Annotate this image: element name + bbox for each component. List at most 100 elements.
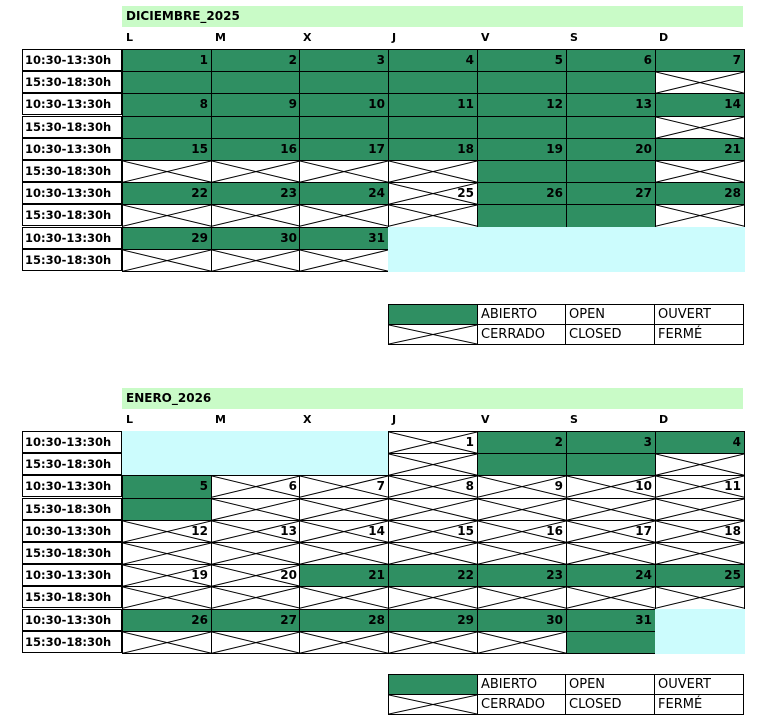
open-cell: 5: [477, 49, 567, 73]
open-cell: 29: [122, 226, 212, 250]
closed-cell: 12: [122, 519, 212, 543]
day-number: 25: [457, 186, 474, 201]
day-number: 21: [724, 141, 741, 156]
day-number: 4: [732, 435, 741, 449]
time-slot-label: 10:30-13:30h: [22, 475, 122, 498]
day-number: 28: [724, 186, 741, 201]
time-slot-label: 10:30-13:30h: [22, 49, 122, 71]
time-slot-label: 15:30-18:30h: [22, 630, 122, 653]
closed-cross-icon: [123, 587, 211, 608]
day-number: 9: [288, 97, 297, 112]
day-number: 6: [643, 53, 652, 67]
open-cell: 23: [477, 564, 567, 588]
closed-cell: [299, 497, 389, 521]
open-cell: [211, 71, 301, 95]
open-cell: [122, 497, 212, 521]
closed-cell: 25: [388, 182, 478, 206]
open-cell: 31: [299, 226, 389, 250]
closed-cell: [566, 542, 656, 566]
weekday-header: D: [659, 413, 669, 426]
open-cell: [477, 71, 567, 95]
empty-cell: [211, 431, 301, 455]
closed-cell: [211, 586, 301, 610]
closed-cross-icon: [300, 205, 388, 226]
closed-cross-icon: [656, 72, 744, 93]
open-cell: 14: [655, 93, 745, 117]
legend-label: ABIERTO: [478, 304, 566, 325]
open-cell: 20: [566, 137, 656, 161]
legend-label: OPEN: [566, 674, 655, 695]
closed-cross-icon: [389, 205, 477, 226]
open-cell: 2: [211, 49, 301, 73]
closed-cell: [566, 497, 656, 521]
day-number: 3: [643, 435, 652, 449]
legend-label: OPEN: [566, 304, 655, 325]
open-cell: 27: [211, 608, 301, 632]
day-number: 2: [554, 435, 563, 449]
closed-cell: [388, 586, 478, 610]
closed-cell: [299, 630, 389, 654]
weekday-header: V: [481, 31, 490, 44]
open-cell: 3: [299, 49, 389, 73]
closed-cross-icon: [656, 521, 744, 542]
day-number: 11: [457, 97, 474, 112]
closed-cell: [655, 542, 745, 566]
open-cell: 15: [122, 137, 212, 161]
closed-cell: [299, 160, 389, 184]
closed-cross-icon: [123, 161, 211, 182]
closed-cell: [655, 115, 745, 139]
day-number: 11: [724, 479, 741, 494]
closed-cross-icon: [389, 521, 477, 542]
day-number: 13: [280, 523, 297, 538]
open-cell: 30: [211, 226, 301, 250]
month-calendar: ENERO_2026 L M X J V S D 10:30-13:30h 1 2 3 4 15:30-1…: [0, 388, 760, 718]
open-cell: 19: [477, 137, 567, 161]
day-number: 1: [199, 53, 208, 67]
legend-label: CERRADO: [478, 694, 566, 715]
time-slot-label: 15:30-18:30h: [22, 71, 122, 94]
legend-open-swatch: [388, 304, 478, 325]
closed-cross-icon: [567, 543, 655, 564]
day-number: 20: [635, 141, 652, 156]
empty-cell: [655, 608, 745, 632]
closed-cell: [122, 204, 212, 228]
closed-cell: [655, 160, 745, 184]
day-number: 29: [191, 230, 208, 245]
open-cell: [211, 115, 301, 139]
closed-cross-icon: [212, 161, 300, 182]
closed-cross-icon: [212, 543, 300, 564]
open-cell: 24: [566, 564, 656, 588]
closed-cross-icon: [123, 521, 211, 542]
time-slot-label: 15:30-18:30h: [22, 248, 122, 271]
closed-cell: 20: [211, 564, 301, 588]
day-number: 25: [724, 568, 741, 583]
closed-cell: [211, 248, 301, 272]
day-number: 10: [368, 97, 385, 112]
open-cell: 29: [388, 608, 478, 632]
closed-cross-icon: [389, 476, 477, 497]
day-number: 18: [457, 141, 474, 156]
closed-cross-icon: [212, 587, 300, 608]
closed-cross-icon: [656, 117, 744, 138]
day-number: 8: [199, 97, 208, 112]
day-number: 7: [376, 479, 385, 494]
day-number: 18: [724, 523, 741, 538]
closed-cell: [477, 630, 567, 654]
closed-cross-icon: [300, 499, 388, 520]
closed-cell: [299, 204, 389, 228]
closed-cell: [122, 248, 212, 272]
closed-cross-icon: [300, 543, 388, 564]
closed-cross-icon: [478, 543, 566, 564]
open-cell: [477, 160, 567, 184]
open-cell: [122, 115, 212, 139]
time-slot-label: 15:30-18:30h: [22, 497, 122, 520]
day-number: 15: [191, 141, 208, 156]
open-cell: 26: [122, 608, 212, 632]
day-number: 9: [554, 479, 563, 494]
weekday-header: S: [570, 413, 578, 426]
closed-cross-icon: [300, 161, 388, 182]
empty-cell: [477, 248, 567, 272]
empty-cell: [122, 453, 212, 477]
open-cell: 7: [655, 49, 745, 73]
empty-cell: [655, 630, 745, 654]
